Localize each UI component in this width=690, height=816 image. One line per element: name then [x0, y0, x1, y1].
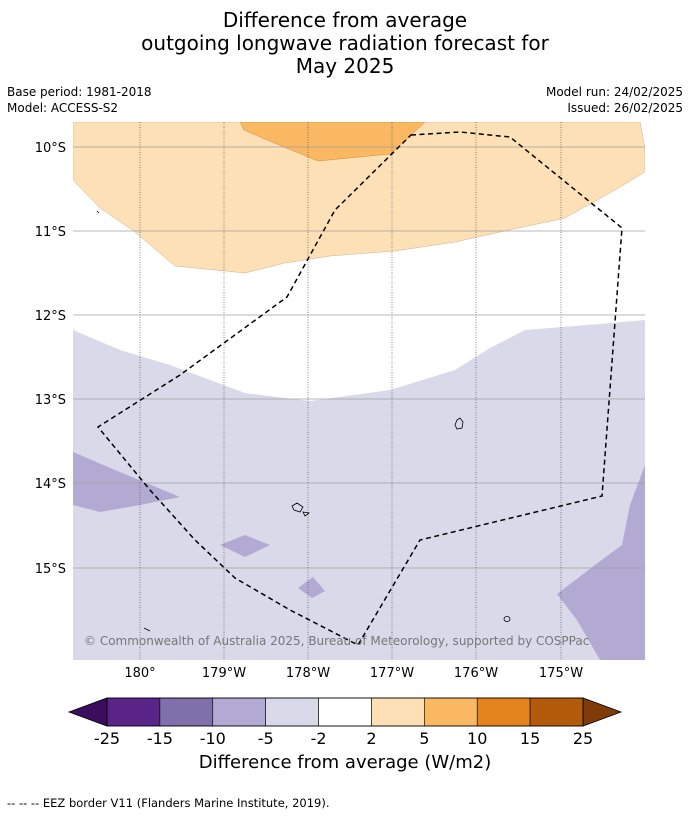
colorbar-tick-label: 5	[419, 729, 429, 748]
eez-legend-symbol: -- -- --	[7, 796, 40, 810]
lat-gridlines	[73, 146, 645, 569]
anomaly-patch-south	[298, 577, 325, 598]
colorbar: -25 -15 -10 -5 -2 2 5 10 15 25	[67, 697, 623, 748]
colorbar-segment	[212, 697, 266, 727]
lon-gridlines	[139, 122, 562, 660]
lon-label: 179°W	[202, 666, 246, 681]
colorbar-segment	[424, 697, 478, 727]
lat-label: 11°S	[35, 225, 66, 240]
colorbar-tick-labels: -25 -15 -10 -5 -2 2 5 10 15 25	[94, 729, 593, 748]
eez-legend-text: EEZ border V11 (Flanders Marine Institut…	[42, 796, 330, 810]
eez-border	[96, 131, 623, 646]
model-run-text: Model run: 24/02/2025	[545, 85, 683, 99]
island-southwest	[143, 627, 151, 632]
meta-right: Model run: 24/02/2025 Issued: 26/02/2025	[546, 84, 683, 116]
anomaly-region-5-to-10	[239, 122, 426, 162]
title-line-1: Difference from average	[222, 8, 468, 32]
copyright-text: © Commonwealth of Australia 2025, Bureau…	[84, 634, 589, 648]
lat-label: 15°S	[35, 562, 66, 577]
legend-footer: -- -- -- EEZ border V11 (Flanders Marine…	[7, 796, 330, 810]
base-period-text: Base period: 1981-2018	[7, 85, 152, 99]
lat-label: 14°S	[35, 477, 66, 492]
colorbar-tick-label: 2	[366, 729, 376, 748]
model-text: Model: ACCESS-S2	[7, 101, 119, 115]
lat-label: 12°S	[35, 309, 66, 324]
colorbar-frame	[106, 697, 584, 727]
colorbar-tick-label: -10	[200, 729, 226, 748]
colorbar-extend-high	[582, 697, 623, 727]
island-central	[291, 502, 310, 517]
island-east	[454, 417, 464, 430]
chart-title: Difference from average outgoing longwav…	[0, 9, 690, 78]
lon-label: 176°W	[454, 666, 498, 681]
colorbar-extend-low	[67, 697, 108, 727]
colorbar-segments	[106, 697, 584, 727]
anomaly-patch-west	[73, 452, 180, 512]
island-northwest	[96, 210, 100, 214]
colorbar-tick-label: -25	[94, 729, 120, 748]
anomaly-patch-east	[557, 465, 645, 660]
lon-label: 180°	[124, 666, 155, 681]
colorbar-segment	[318, 697, 372, 727]
lat-label: 13°S	[35, 393, 66, 408]
forecast-map: © Commonwealth of Australia 2025, Bureau…	[35, 122, 645, 748]
title-line-3: May 2025	[295, 54, 395, 78]
island-southeast	[503, 616, 511, 622]
colorbar-tick-label: 15	[520, 729, 540, 748]
meta-left: Base period: 1981-2018 Model: ACCESS-S2	[7, 84, 152, 116]
colorbar-tick-label: -5	[258, 729, 274, 748]
colorbar-segment	[159, 697, 214, 727]
lon-label: 177°W	[370, 666, 414, 681]
colorbar-segment	[529, 697, 584, 727]
colorbar-tick-label: -15	[147, 729, 173, 748]
map-plot-area: © Commonwealth of Australia 2025, Bureau…	[73, 122, 645, 660]
lon-label: 175°W	[539, 666, 583, 681]
lat-label: 10°S	[35, 141, 66, 156]
issued-text: Issued: 26/02/2025	[567, 101, 683, 115]
colorbar-segment	[265, 697, 319, 727]
colorbar-tick-label: 25	[573, 729, 593, 748]
colorbar-segment	[476, 697, 531, 727]
colorbar-segment	[371, 697, 425, 727]
title-line-2: outgoing longwave radiation forecast for	[141, 31, 549, 55]
lon-labels: 180° 179°W 178°W 177°W 176°W 175°W	[124, 666, 583, 681]
colorbar-label: Difference from average (W/m2)	[198, 752, 492, 773]
colorbar-tick-label: 10	[467, 729, 487, 748]
colorbar-segment	[106, 697, 161, 727]
anomaly-region-minus5-to-minus2	[73, 320, 645, 660]
anomaly-patch-central	[220, 535, 270, 557]
anomaly-region-2-to-5	[73, 122, 645, 274]
lon-label: 178°W	[286, 666, 330, 681]
colorbar-tick-label: -2	[311, 729, 327, 748]
lat-labels: 10°S 11°S 12°S 13°S 14°S 15°S	[35, 141, 66, 577]
